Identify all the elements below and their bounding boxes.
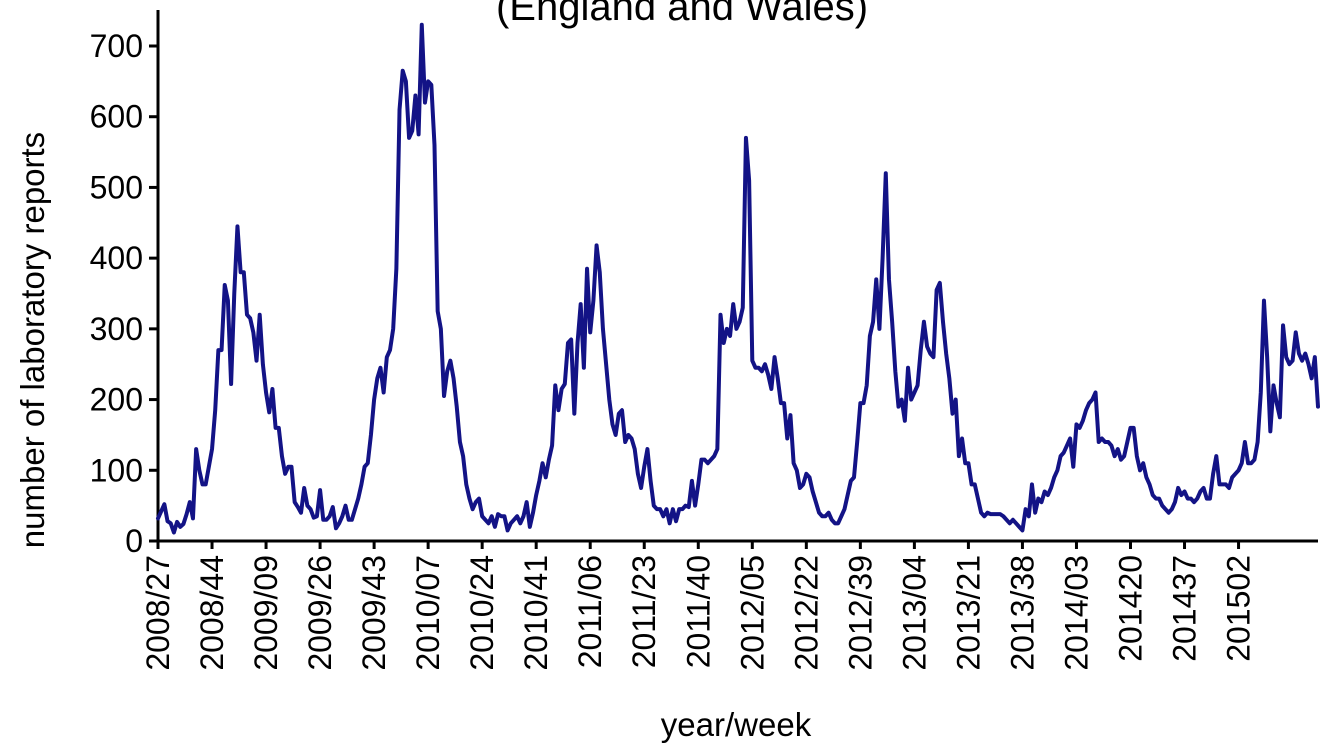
y-tick-label: 0 <box>125 523 143 559</box>
x-tick-label: 2008/44 <box>194 555 230 671</box>
x-tick-label: 2013/04 <box>896 555 932 671</box>
x-tick-label: 2010/41 <box>518 555 554 671</box>
x-tick-label: 2014/03 <box>1058 555 1094 671</box>
x-tick-label: 2009/26 <box>302 555 338 671</box>
x-tick-label: 2009/43 <box>356 555 392 671</box>
y-tick-label: 500 <box>90 169 143 205</box>
x-tick-label: 2012/22 <box>788 555 824 671</box>
x-tick-label: 2013/21 <box>950 555 986 671</box>
series-line <box>156 22 1320 535</box>
y-tick-label: 300 <box>90 311 143 347</box>
y-axis: 0 100 200 300 400 500 600 700 <box>90 10 160 559</box>
x-axis-title: year/week <box>661 706 812 743</box>
x-tick-label: 201420 <box>1112 555 1148 662</box>
x-tick-label: 2011/40 <box>680 555 716 668</box>
x-tick-label: 2012/39 <box>842 555 878 671</box>
x-tick-label: 2013/38 <box>1004 555 1040 671</box>
y-tick-label: 100 <box>90 452 143 488</box>
y-tick-label: 400 <box>90 240 143 276</box>
x-tick-label: 201502 <box>1221 555 1257 662</box>
y-tick-label: 700 <box>90 28 143 64</box>
y-tick-label: 200 <box>90 382 143 418</box>
x-tick-label: 2011/06 <box>572 555 608 668</box>
chart-title: (England and Wales) <box>496 0 868 29</box>
y-axis-title: number of laboratory reports <box>14 132 51 548</box>
x-tick-label: 2011/23 <box>626 555 662 668</box>
x-tick-label: 2009/09 <box>248 555 284 671</box>
x-tick-label: 2008/27 <box>140 555 176 671</box>
x-axis: 2008/27 2008/44 2009/09 2009/26 2009/43 2010/… <box>140 539 1318 671</box>
x-tick-label: 2010/07 <box>410 555 446 671</box>
series-layer <box>156 22 1320 535</box>
x-tick-label: 2012/05 <box>734 555 770 671</box>
x-tick-label: 201437 <box>1167 555 1203 662</box>
x-tick-label: 2010/24 <box>464 555 500 671</box>
y-tick-label: 600 <box>90 99 143 135</box>
